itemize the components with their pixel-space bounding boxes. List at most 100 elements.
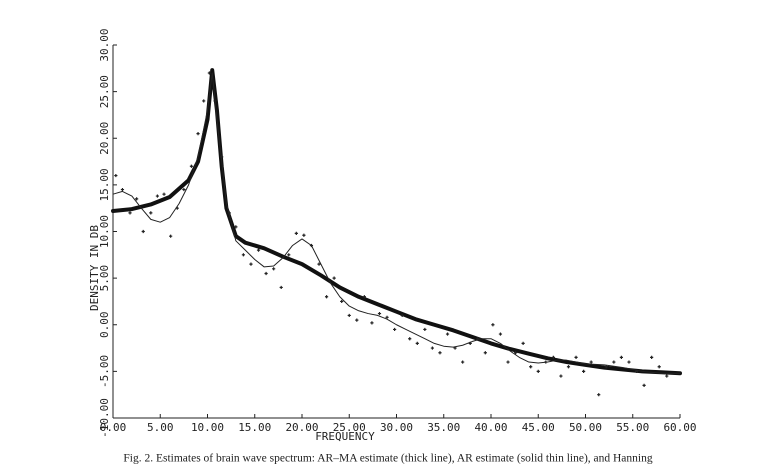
- cross-marker: [196, 131, 200, 136]
- cross-marker: [415, 341, 419, 345]
- x-tick-label: 50.00: [569, 421, 602, 434]
- cross-marker: [589, 360, 593, 364]
- cross-marker: [521, 341, 525, 345]
- cross-marker: [155, 194, 160, 198]
- x-tick-label: 0.00: [100, 421, 127, 434]
- y-tick-label: -10.00: [98, 398, 111, 438]
- cross-marker: [332, 276, 336, 280]
- x-tick-label: 30.00: [380, 421, 413, 434]
- cross-marker: [347, 313, 351, 318]
- cross-marker: [650, 355, 654, 359]
- cross-marker: [468, 341, 472, 345]
- cross-marker: [287, 253, 291, 257]
- cross-marker: [574, 355, 578, 359]
- x-tick-label: 15.00: [238, 421, 271, 434]
- cross-marker: [207, 71, 211, 75]
- x-axis-label: FREQUENCY: [315, 430, 375, 443]
- cross-marker: [423, 327, 427, 332]
- cross-marker: [202, 99, 206, 103]
- cross-marker: [582, 369, 586, 373]
- cross-marker: [302, 233, 306, 237]
- cross-marker: [241, 253, 246, 257]
- cross-marker: [453, 346, 457, 350]
- x-tick-label: 55.00: [616, 421, 649, 434]
- cross-marker: [634, 369, 639, 373]
- cross-marker: [498, 332, 503, 336]
- cross-marker: [438, 351, 442, 355]
- cross-marker: [249, 262, 253, 266]
- cross-marker: [597, 393, 601, 397]
- y-tick-label: 5.00: [98, 265, 111, 292]
- cross-marker: [213, 99, 217, 103]
- cross-marker: [169, 234, 173, 238]
- x-tick-label: 10.00: [191, 421, 224, 434]
- cross-marker: [665, 374, 669, 378]
- cross-marker: [128, 211, 132, 215]
- x-tick-label: 45.00: [522, 421, 555, 434]
- cross-marker: [324, 295, 329, 299]
- cross-marker: [362, 295, 366, 299]
- cross-marker: [256, 248, 261, 252]
- cross-marker: [445, 332, 450, 336]
- cross-marker: [309, 243, 314, 248]
- cross-marker: [120, 187, 125, 192]
- cross-marker: [544, 360, 548, 364]
- cross-marker: [529, 365, 533, 369]
- cross-marker: [272, 267, 276, 271]
- cross-marker: [513, 351, 518, 355]
- cross-marker: [559, 374, 563, 378]
- cross-marker: [189, 164, 194, 168]
- cross-marker: [408, 337, 412, 341]
- y-tick-label: 20.00: [98, 122, 111, 155]
- line-series: [111, 68, 682, 376]
- cross-marker: [385, 315, 389, 319]
- cross-marker: [657, 365, 661, 369]
- line-series: [112, 72, 681, 374]
- y-axis-label: DENSITY IN DB: [88, 225, 101, 311]
- x-tick-label: 60.00: [663, 421, 696, 434]
- cross-marker: [220, 155, 224, 159]
- x-tick-label: 20.00: [285, 421, 318, 434]
- x-tick-label: 40.00: [474, 421, 507, 434]
- cross-marker: [393, 327, 397, 332]
- cross-marker: [317, 262, 321, 266]
- cross-marker: [476, 337, 480, 341]
- cross-marker: [162, 192, 166, 196]
- cross-marker: [506, 360, 510, 364]
- cross-marker: [149, 211, 153, 215]
- cross-marker: [612, 360, 616, 364]
- cross-marker: [461, 360, 465, 364]
- y-tick-label: 30.00: [98, 28, 111, 61]
- cross-marker: [627, 360, 631, 364]
- cross-marker: [430, 346, 435, 350]
- cross-marker: [377, 311, 382, 316]
- y-tick-label: 0.00: [98, 312, 111, 339]
- cross-marker: [114, 173, 118, 178]
- cross-marker: [182, 187, 186, 192]
- cross-marker: [141, 229, 145, 234]
- cross-marker: [483, 351, 487, 355]
- cross-marker: [604, 365, 608, 369]
- y-tick-label: 15.00: [98, 168, 111, 201]
- cross-marker: [264, 271, 268, 276]
- cross-marker: [340, 299, 344, 304]
- cross-marker: [551, 355, 555, 359]
- y-tick-label: -5.00: [98, 355, 111, 388]
- caption: Fig. 2. Estimates of brain wave spectrum…: [123, 453, 652, 465]
- cross-marker: [642, 383, 646, 387]
- cross-marker: [566, 365, 571, 369]
- cross-marker: [227, 211, 231, 215]
- cross-marker: [400, 313, 404, 318]
- cross-marker: [294, 231, 298, 235]
- x-tick-label: 25.00: [333, 421, 366, 434]
- cross-marker: [175, 206, 179, 210]
- cross-marker: [370, 321, 374, 325]
- cross-marker: [234, 225, 238, 229]
- y-tick-label: 25.00: [98, 75, 111, 108]
- cross-marker: [135, 197, 139, 201]
- cross-marker: [491, 323, 495, 327]
- x-tick-label: 35.00: [427, 421, 460, 434]
- cross-marker: [279, 285, 283, 290]
- cross-marker: [355, 318, 359, 322]
